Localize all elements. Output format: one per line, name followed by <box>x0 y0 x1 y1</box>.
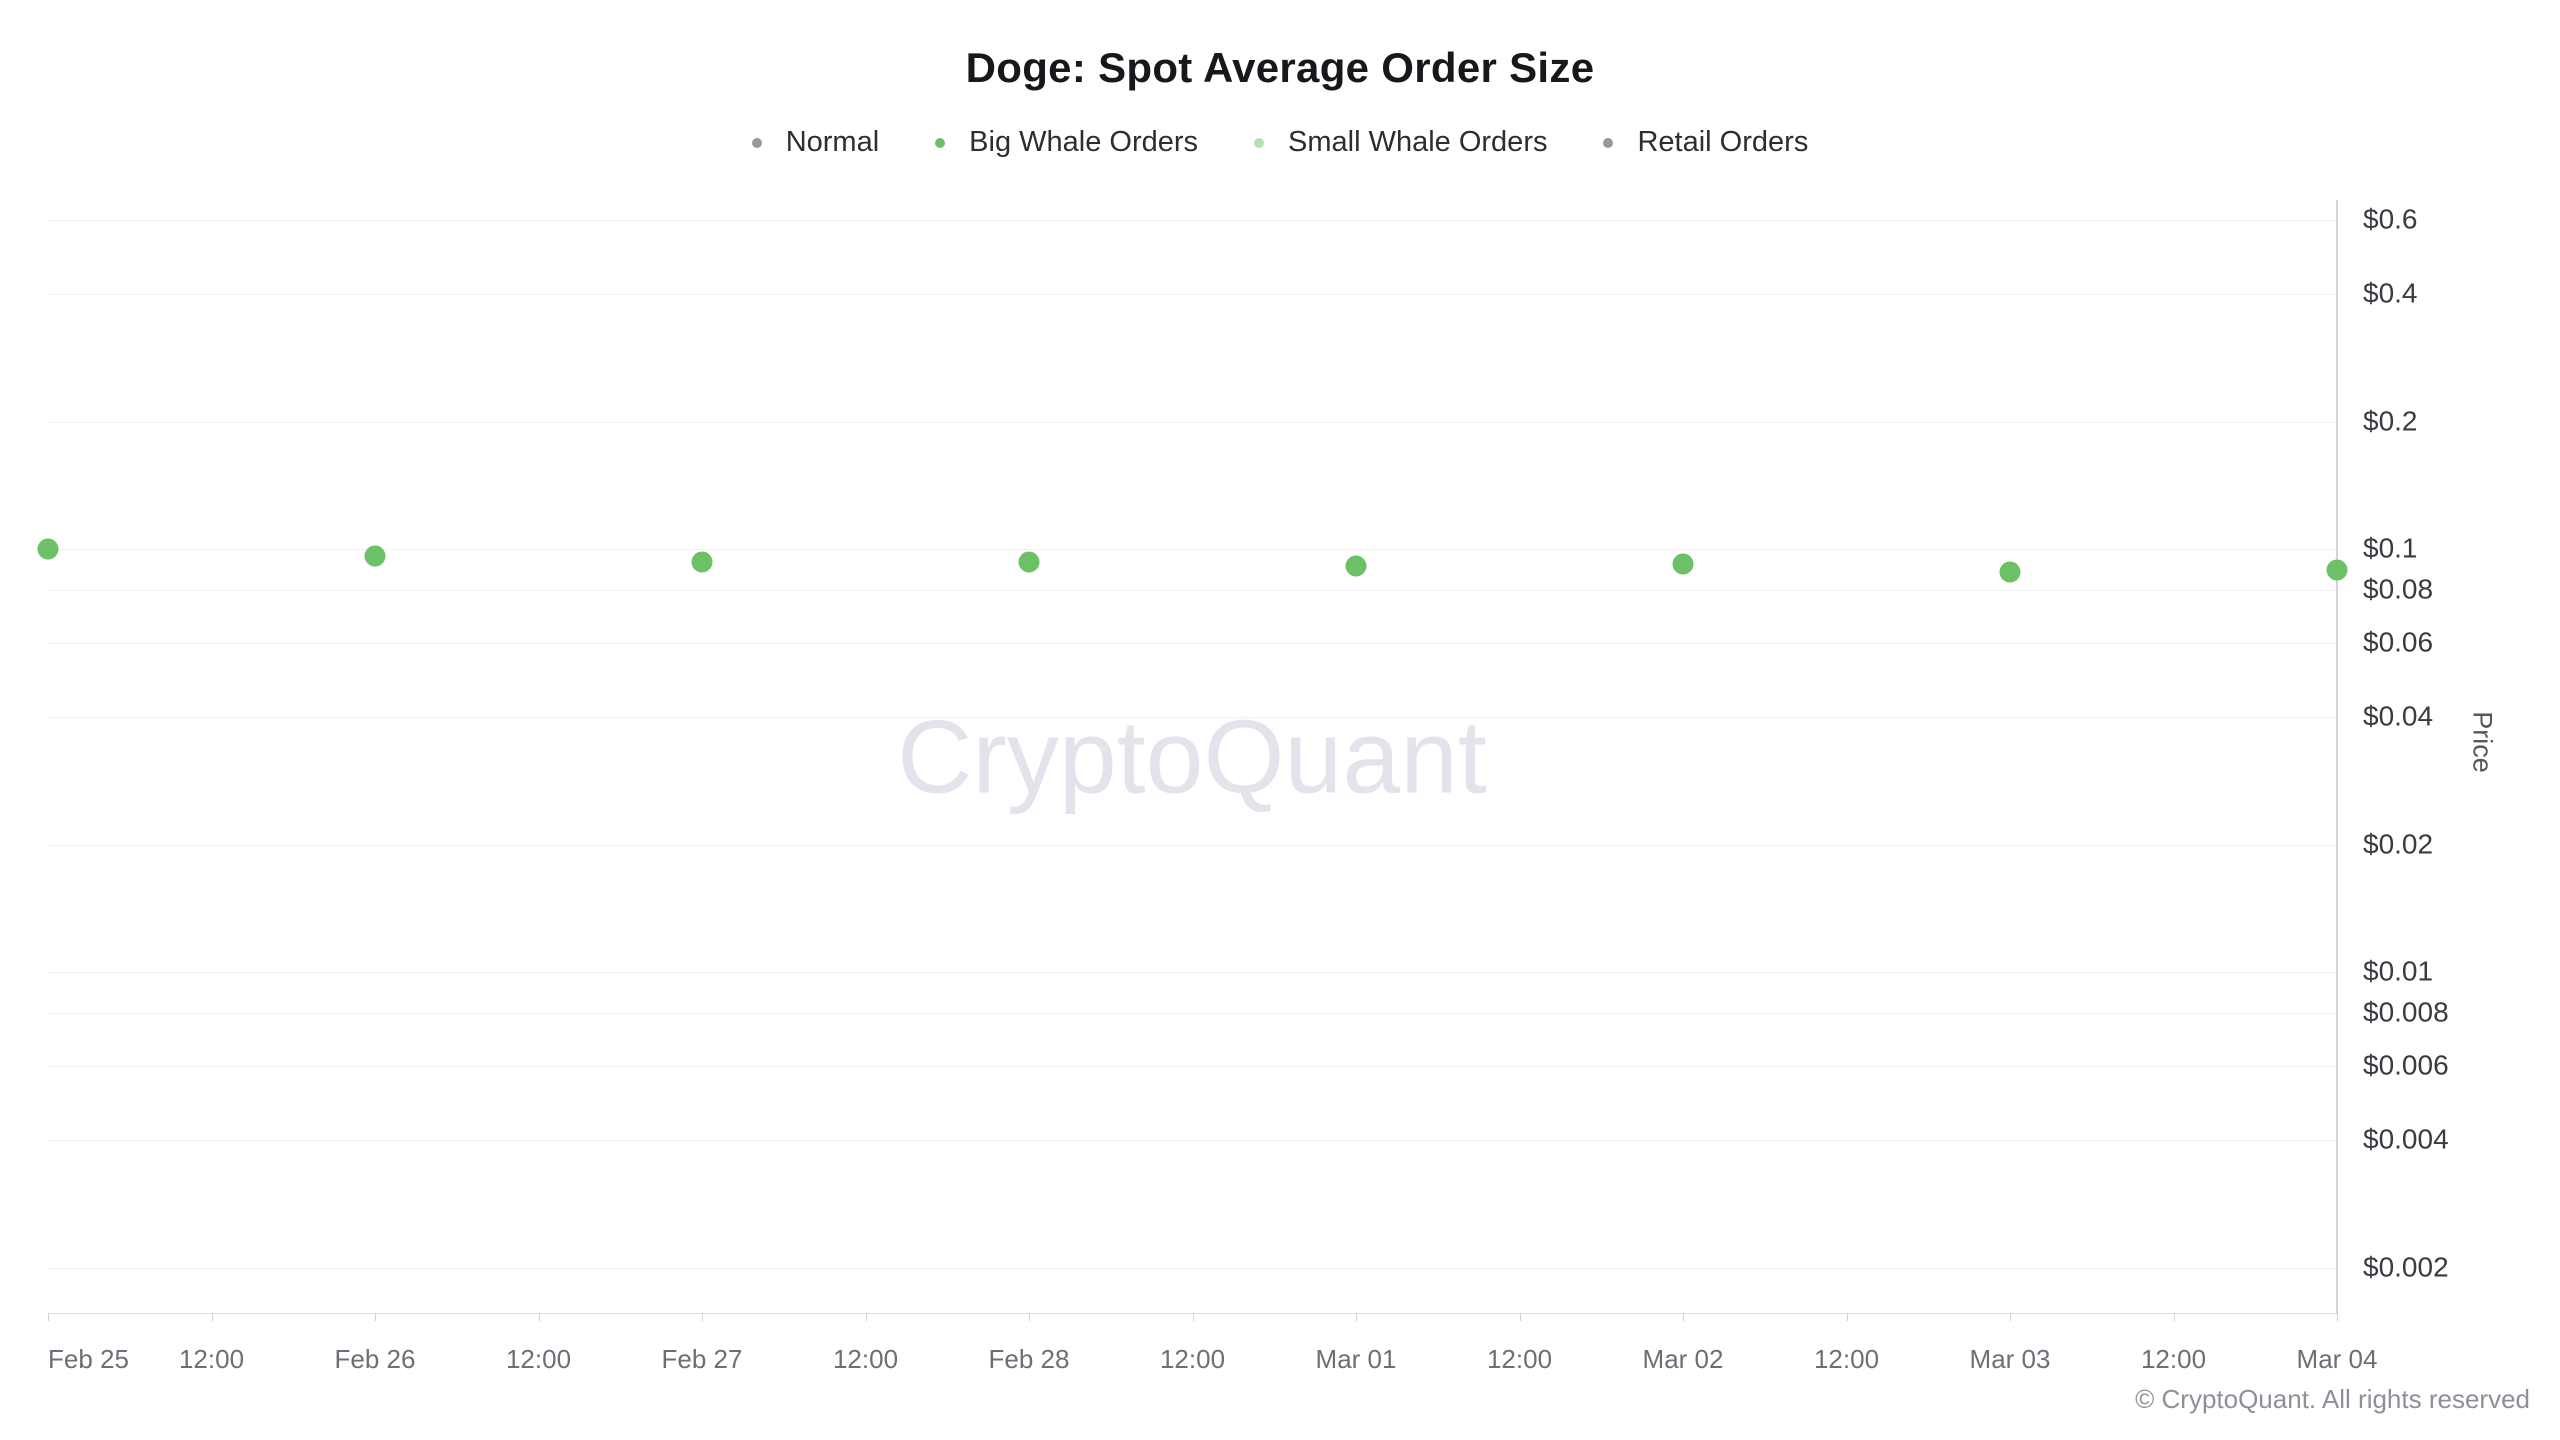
gridline <box>48 1140 2337 1142</box>
legend-label: Normal <box>785 126 880 158</box>
x-axis-tick-mark <box>2010 1313 2011 1321</box>
gridline <box>48 972 2337 973</box>
x-axis-tick-mark <box>702 1313 703 1321</box>
y-axis-tick-label: $0.4 <box>2363 277 2418 309</box>
x-axis-tick-label: Mar 04 <box>2296 1344 2378 1374</box>
legend-item[interactable]: Big Whale Orders <box>935 126 1198 159</box>
x-axis-tick-label: Mar 03 <box>1969 1344 2051 1374</box>
y-axis-line <box>2336 200 2338 1313</box>
x-axis-tick-label: 12:00 <box>1159 1344 1226 1374</box>
gridline <box>48 294 2337 296</box>
y-axis-tick-label: $0.008 <box>2363 996 2449 1028</box>
gridline <box>48 717 2337 719</box>
x-axis-tick-label: Feb 25 <box>48 1344 129 1374</box>
x-axis-tick-label: 12:00 <box>178 1344 245 1374</box>
x-axis-tick-mark <box>865 1313 867 1321</box>
x-axis-tick-label: Feb 28 <box>988 1344 1070 1374</box>
gridline <box>48 549 2337 550</box>
y-axis-tick-label: $0.006 <box>2363 1049 2449 1081</box>
x-axis-tick-mark <box>538 1313 540 1321</box>
copyright-text: © CryptoQuant. All rights reserved <box>2135 1384 2530 1414</box>
x-axis-tick-mark <box>1846 1313 1848 1321</box>
y-axis-tick-label: $0.1 <box>2363 532 2418 564</box>
y-axis-tick-label: $0.06 <box>2363 626 2434 658</box>
y-axis-tick-label: $0.6 <box>2363 203 2418 235</box>
legend-marker-icon <box>935 137 946 148</box>
x-axis-tick-mark <box>211 1313 213 1321</box>
x-axis-tick-label: 12:00 <box>2140 1344 2207 1374</box>
legend-label: Big Whale Orders <box>969 126 1199 158</box>
y-axis-tick-label: $0.004 <box>2363 1123 2449 1155</box>
data-point[interactable] <box>37 538 59 560</box>
x-axis-tick-mark <box>48 1313 49 1321</box>
gridline <box>48 1065 2337 1067</box>
data-point[interactable] <box>1018 551 1040 573</box>
y-axis-tick-label: $0.002 <box>2363 1251 2449 1283</box>
x-axis-tick-label: Feb 26 <box>334 1344 416 1374</box>
watermark: CryptoQuant <box>897 699 1487 816</box>
x-axis-tick-label: Feb 27 <box>661 1344 743 1374</box>
x-axis-tick-mark <box>1192 1313 1194 1321</box>
x-axis-tick-mark <box>2173 1313 2175 1321</box>
y-axis-tick-label: $0.2 <box>2363 405 2418 437</box>
legend-item[interactable]: Small Whale Orders <box>1254 126 1547 159</box>
gridline <box>48 219 2337 221</box>
x-axis-tick-label: 12:00 <box>1813 1344 1880 1374</box>
gridline <box>48 589 2337 591</box>
x-axis-tick-label: 12:00 <box>505 1344 572 1374</box>
gridline <box>48 421 2337 423</box>
chart-title: Doge: Spot Average Order Size <box>965 44 1595 91</box>
x-axis-tick-mark <box>1029 1313 1030 1321</box>
gridline <box>48 642 2337 644</box>
data-point[interactable] <box>2326 559 2348 581</box>
legend-marker-icon <box>1254 137 1265 148</box>
gridline <box>48 1267 2337 1269</box>
y-axis-tick-label: $0.08 <box>2363 573 2434 605</box>
gridline <box>48 1012 2337 1014</box>
x-axis-tick-mark <box>1683 1313 1684 1321</box>
legend-label: Retail Orders <box>1637 126 1809 158</box>
legend-marker-icon <box>751 137 762 148</box>
legend: Normal Big Whale Orders Small Whale Orders… <box>0 126 2560 159</box>
x-axis-tick-label: Mar 02 <box>1642 1344 1724 1374</box>
data-point[interactable] <box>691 551 713 573</box>
data-point[interactable] <box>1345 555 1367 577</box>
x-axis-tick-mark <box>1519 1313 1521 1321</box>
legend-item[interactable]: Retail Orders <box>1603 126 1808 159</box>
x-axis-tick-label: Mar 01 <box>1315 1344 1397 1374</box>
x-axis-tick-mark <box>1356 1313 1357 1321</box>
legend-label: Small Whale Orders <box>1288 126 1548 158</box>
x-axis-tick-mark <box>2337 1313 2338 1321</box>
y-axis-title: Price <box>2467 711 2498 773</box>
x-axis-tick-mark <box>375 1313 376 1321</box>
x-axis-tick-label: 12:00 <box>832 1344 899 1374</box>
data-point[interactable] <box>1999 561 2021 583</box>
y-axis-tick-label: $0.01 <box>2363 955 2434 987</box>
legend-marker-icon <box>1603 137 1614 148</box>
data-point[interactable] <box>1672 553 1694 575</box>
legend-item[interactable]: Normal <box>751 126 880 159</box>
y-axis-tick-label: $0.02 <box>2363 828 2434 860</box>
x-axis-tick-label: 12:00 <box>1486 1344 1553 1374</box>
y-axis-tick-label: $0.04 <box>2363 700 2434 732</box>
gridline <box>48 844 2337 846</box>
data-point[interactable] <box>364 545 386 567</box>
